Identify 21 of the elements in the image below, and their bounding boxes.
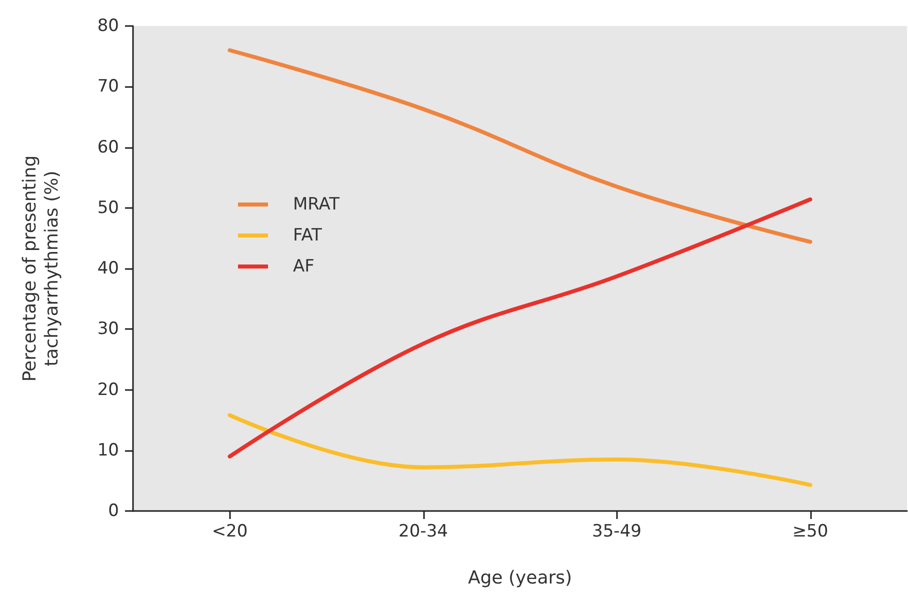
legend-label: AF bbox=[293, 256, 314, 276]
legend-label: MRAT bbox=[293, 194, 340, 214]
legend-label: FAT bbox=[293, 226, 323, 246]
x-tick-label: <20 bbox=[212, 522, 248, 542]
line-series bbox=[228, 413, 812, 487]
y-axis-title: Percentage of presenting tachyarrhythmias (%) bbox=[20, 155, 62, 382]
x-axis-title: Age (years) bbox=[468, 568, 572, 588]
y-tick-label: 0 bbox=[108, 501, 119, 521]
y-tick-label: 80 bbox=[97, 16, 119, 36]
y-tick-label: 60 bbox=[97, 137, 119, 158]
y-tick-label: 30 bbox=[97, 319, 119, 340]
x-tick-label: ≥50 bbox=[792, 522, 828, 542]
x-tick-label: 35-49 bbox=[592, 522, 642, 542]
line-series bbox=[228, 197, 812, 458]
y-tick-label: 20 bbox=[97, 380, 119, 400]
x-tick-label: 20-34 bbox=[398, 522, 448, 542]
y-tick-label: 50 bbox=[97, 198, 119, 218]
y-tick-label: 40 bbox=[97, 258, 119, 278]
line-series bbox=[228, 48, 812, 244]
y-tick-label: 70 bbox=[97, 76, 119, 97]
y-tick-label: 10 bbox=[97, 440, 119, 460]
